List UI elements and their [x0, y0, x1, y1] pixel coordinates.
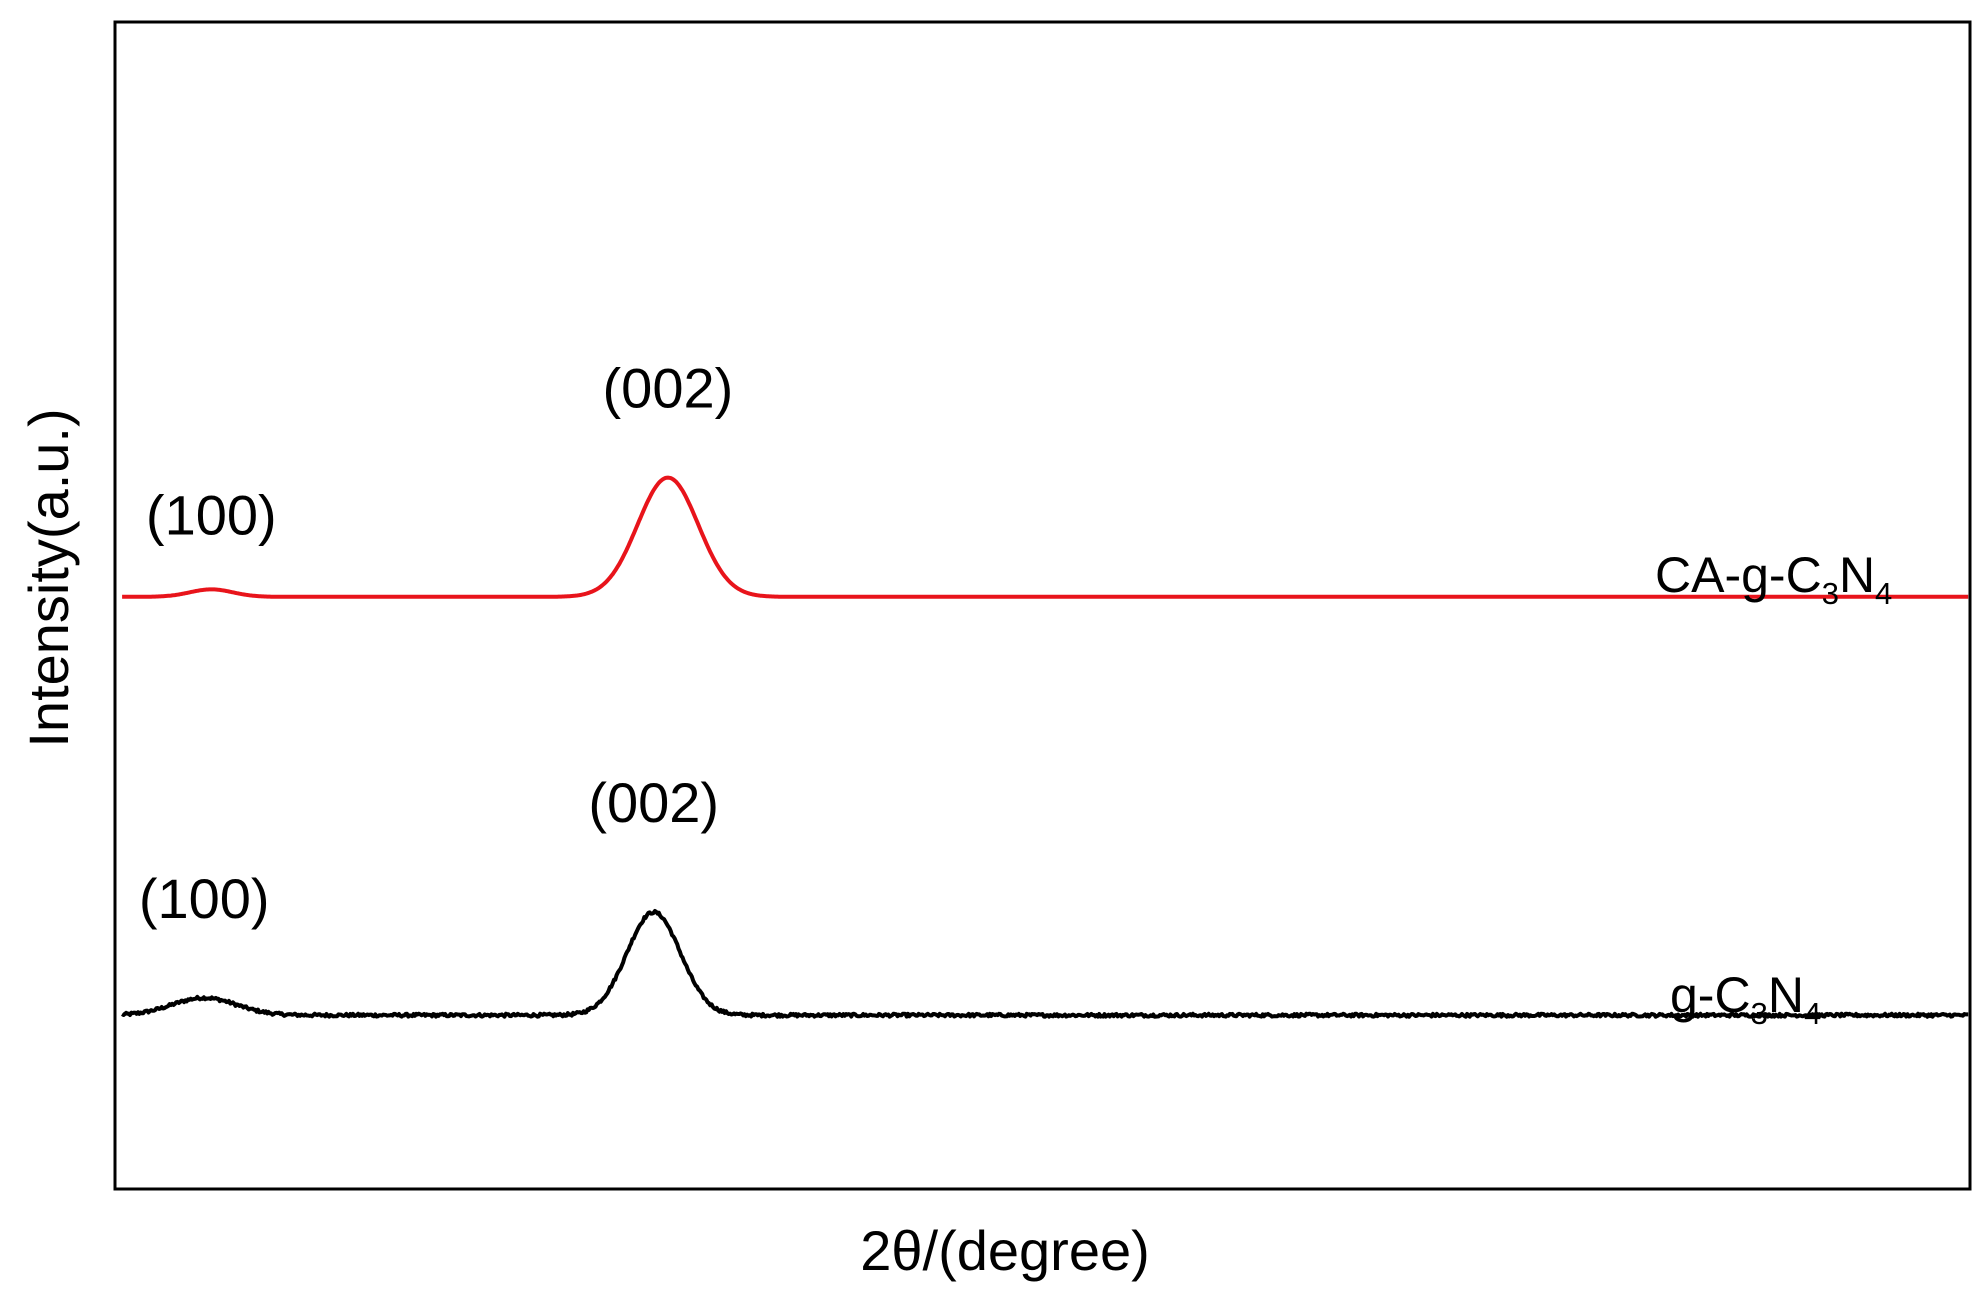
peak-label-0-1: (002): [603, 357, 734, 420]
peak-label-1-0: (100): [139, 867, 270, 930]
series-line-0: [121, 475, 1969, 599]
series-layer: [121, 475, 1969, 1019]
series-name-1: g-C3N4: [1670, 967, 1821, 1031]
x-axis-label: 2θ/(degree): [860, 1219, 1150, 1282]
peak-label-0-0: (100): [146, 483, 277, 546]
series-name-0: CA-g-C3N4: [1655, 547, 1892, 611]
y-axis-label: Intensity(a.u.): [17, 408, 80, 747]
plot-frame: [113, 20, 1972, 1191]
series-line-1: [121, 909, 1969, 1019]
peak-label-1-1: (002): [588, 771, 719, 834]
annotation-layer: (100) (002) CA-g-C3N4 (100) (002) g-C3N4: [139, 357, 1892, 1031]
